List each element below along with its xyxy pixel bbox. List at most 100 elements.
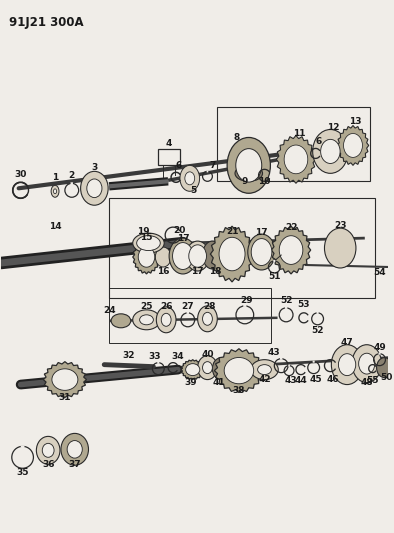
- Text: 50: 50: [380, 373, 392, 382]
- Text: 41: 41: [213, 378, 226, 387]
- Text: 6: 6: [176, 161, 182, 170]
- Polygon shape: [271, 226, 311, 274]
- Polygon shape: [133, 240, 160, 274]
- Ellipse shape: [313, 130, 348, 173]
- Ellipse shape: [203, 362, 212, 374]
- Text: 29: 29: [240, 296, 253, 305]
- Ellipse shape: [284, 145, 308, 174]
- Text: 53: 53: [297, 301, 310, 309]
- Text: 23: 23: [334, 221, 346, 230]
- Text: 32: 32: [123, 351, 135, 360]
- Text: 16: 16: [157, 268, 169, 277]
- Text: 10: 10: [258, 177, 271, 186]
- Ellipse shape: [198, 306, 217, 332]
- Text: 46: 46: [327, 375, 340, 384]
- Polygon shape: [181, 360, 204, 379]
- Ellipse shape: [325, 228, 356, 268]
- Ellipse shape: [169, 238, 197, 274]
- Ellipse shape: [224, 358, 254, 384]
- Text: 13: 13: [349, 117, 361, 126]
- Text: 3: 3: [91, 163, 97, 172]
- Text: 49: 49: [373, 343, 386, 352]
- Text: 38: 38: [233, 386, 245, 395]
- Ellipse shape: [42, 443, 54, 457]
- Ellipse shape: [248, 234, 275, 270]
- Ellipse shape: [258, 365, 271, 375]
- Bar: [217, 107, 370, 181]
- Text: 4: 4: [166, 139, 172, 148]
- Bar: [158, 149, 180, 165]
- Ellipse shape: [81, 171, 108, 205]
- Ellipse shape: [52, 369, 78, 390]
- Ellipse shape: [251, 239, 272, 265]
- Ellipse shape: [338, 354, 356, 376]
- Ellipse shape: [189, 245, 206, 267]
- Ellipse shape: [377, 358, 392, 377]
- Ellipse shape: [235, 165, 262, 181]
- Ellipse shape: [138, 247, 155, 267]
- Ellipse shape: [279, 236, 303, 264]
- Text: 17: 17: [191, 268, 204, 277]
- Ellipse shape: [54, 189, 57, 193]
- Text: 47: 47: [341, 338, 353, 347]
- Text: 52: 52: [311, 326, 324, 335]
- Ellipse shape: [173, 243, 193, 270]
- Ellipse shape: [251, 360, 278, 379]
- Text: 54: 54: [373, 269, 386, 278]
- Ellipse shape: [236, 149, 262, 182]
- Text: 51: 51: [268, 272, 281, 281]
- Text: 40: 40: [201, 350, 214, 359]
- Text: 17: 17: [177, 233, 189, 243]
- Text: 19: 19: [137, 227, 150, 236]
- Text: 28: 28: [203, 302, 216, 311]
- Text: 33: 33: [148, 352, 161, 361]
- Bar: [109, 198, 375, 298]
- Text: 52: 52: [280, 296, 292, 305]
- Ellipse shape: [51, 185, 59, 197]
- Text: 37: 37: [69, 460, 81, 469]
- Ellipse shape: [137, 236, 160, 251]
- Text: 44: 44: [294, 376, 307, 385]
- Text: 5: 5: [191, 186, 197, 195]
- Ellipse shape: [352, 345, 381, 383]
- Ellipse shape: [185, 172, 195, 185]
- Text: 15: 15: [140, 232, 153, 241]
- Ellipse shape: [359, 353, 375, 374]
- Text: 24: 24: [103, 306, 115, 316]
- Text: 45: 45: [309, 375, 322, 384]
- Text: 42: 42: [258, 375, 271, 384]
- Text: 8: 8: [234, 133, 240, 142]
- Text: 30: 30: [15, 170, 27, 179]
- Ellipse shape: [186, 364, 200, 376]
- Ellipse shape: [111, 314, 131, 328]
- Text: 91J21 300A: 91J21 300A: [9, 16, 84, 29]
- Text: 31: 31: [59, 393, 71, 402]
- Text: 36: 36: [42, 460, 54, 469]
- Text: 14: 14: [49, 222, 61, 231]
- Ellipse shape: [198, 356, 217, 379]
- Text: 25: 25: [140, 302, 153, 311]
- Text: 34: 34: [172, 352, 184, 361]
- Ellipse shape: [139, 315, 153, 325]
- Ellipse shape: [180, 165, 200, 191]
- Text: 9: 9: [242, 177, 248, 186]
- Text: 7: 7: [209, 161, 216, 170]
- Text: 2: 2: [69, 171, 75, 180]
- Text: 43: 43: [285, 376, 297, 385]
- Text: 18: 18: [209, 268, 221, 277]
- Text: 43: 43: [268, 348, 281, 357]
- Ellipse shape: [133, 233, 164, 253]
- Polygon shape: [337, 125, 369, 165]
- Ellipse shape: [212, 358, 230, 379]
- Text: 55: 55: [366, 376, 379, 385]
- Text: 12: 12: [327, 123, 340, 132]
- Ellipse shape: [155, 247, 171, 267]
- Text: 27: 27: [182, 302, 194, 311]
- Text: 22: 22: [285, 223, 297, 232]
- Polygon shape: [43, 362, 87, 398]
- Ellipse shape: [331, 345, 363, 385]
- Ellipse shape: [61, 433, 89, 465]
- Ellipse shape: [87, 179, 102, 198]
- Ellipse shape: [67, 441, 82, 458]
- Text: 35: 35: [17, 468, 29, 477]
